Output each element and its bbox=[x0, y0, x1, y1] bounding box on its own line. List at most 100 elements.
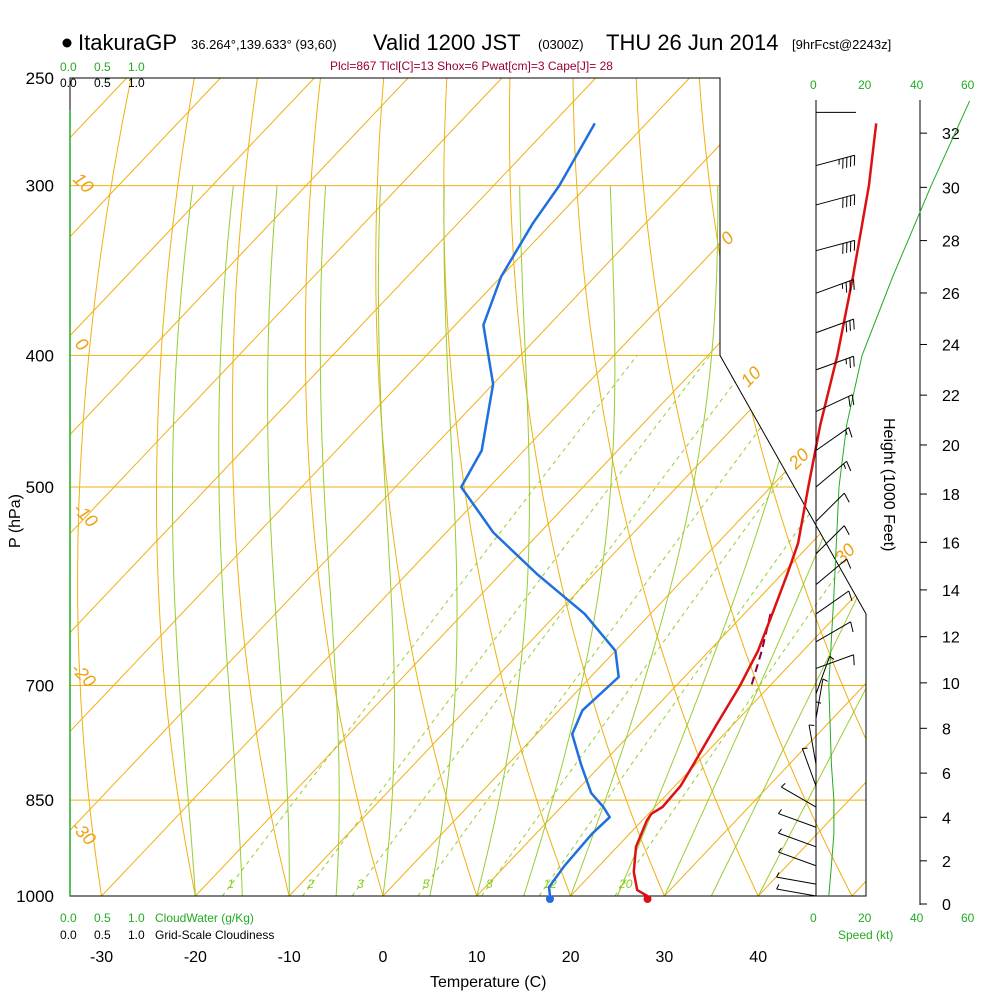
cloudwater-label: CloudWater (g/Kg) bbox=[155, 911, 254, 925]
wind-barb bbox=[778, 848, 816, 866]
mixing-ratio-line bbox=[482, 355, 872, 896]
temperature-tick-label: -20 bbox=[184, 949, 207, 966]
moist-adiabat bbox=[664, 186, 948, 896]
height-tick-label: 28 bbox=[942, 234, 960, 251]
station-coords: 36.264°,139.633° (93,60) bbox=[191, 37, 337, 52]
speed-label: Speed (kt) bbox=[838, 928, 893, 942]
height-tick-label: 10 bbox=[942, 676, 960, 693]
height-tick-label: 0 bbox=[942, 897, 951, 914]
barb-flag bbox=[850, 358, 851, 368]
pressure-tick-label: 400 bbox=[26, 346, 54, 365]
moist-adiabat bbox=[320, 186, 339, 896]
wind-barb bbox=[816, 679, 828, 718]
height-tick-label: 18 bbox=[942, 487, 960, 504]
right-temperature-label: 10 bbox=[737, 363, 765, 391]
mixing-ratio-label: 1 bbox=[227, 877, 234, 891]
mixing-ratio-label: 20 bbox=[618, 877, 633, 891]
speed-tick-bottom-2: 40 bbox=[910, 911, 924, 925]
wind-barb bbox=[816, 240, 855, 254]
barb-staff bbox=[816, 319, 854, 333]
barb-staff bbox=[816, 656, 830, 694]
barb-staff bbox=[781, 787, 816, 807]
wind-barb bbox=[778, 829, 816, 847]
cloudiness-tick-bottom-0: 0.0 bbox=[60, 928, 77, 942]
barb-flag bbox=[846, 282, 847, 292]
pressure-tick-label: 850 bbox=[26, 791, 54, 810]
height-tick-label: 6 bbox=[942, 766, 951, 783]
barb-staff bbox=[777, 877, 816, 884]
cloudwater-tick-top-1: 0.5 bbox=[94, 60, 111, 74]
barb-staff bbox=[777, 889, 816, 896]
dewpoint-profile bbox=[461, 123, 619, 896]
moist-adiabat bbox=[758, 186, 1000, 896]
temperature-tick-label: -10 bbox=[278, 949, 301, 966]
forecast-info: [9hrFcst@2243z] bbox=[792, 37, 891, 52]
wind-barb bbox=[816, 656, 834, 694]
background-lines bbox=[0, 78, 1000, 896]
moist-adiabat bbox=[219, 186, 243, 896]
isotherm-label: -10 bbox=[69, 499, 102, 532]
barb-staff bbox=[816, 461, 847, 487]
barb-half-flag bbox=[778, 829, 781, 833]
barb-half-flag bbox=[778, 809, 781, 813]
mixing-ratio-label: 3 bbox=[357, 877, 364, 891]
moist-adiabat bbox=[173, 186, 196, 896]
height-tick-label: 22 bbox=[942, 388, 960, 405]
pressure-tick-label: 250 bbox=[26, 69, 54, 88]
wind-barb bbox=[777, 884, 816, 896]
y-axis-title: P (hPa) bbox=[7, 494, 24, 548]
height-tick-label: 2 bbox=[942, 854, 951, 871]
cloudwater-tick-top-2: 1.0 bbox=[128, 60, 145, 74]
surface-dewpoint-marker bbox=[546, 895, 554, 903]
height-tick-label: 14 bbox=[942, 583, 960, 600]
height-tick-label: 26 bbox=[942, 286, 960, 303]
mixing-ratio-line bbox=[222, 355, 637, 896]
temperature-tick-label: -30 bbox=[90, 949, 113, 966]
barb-flag bbox=[849, 396, 851, 406]
speed-tick-bottom-1: 20 bbox=[858, 911, 872, 925]
mixing-ratio-line bbox=[303, 355, 711, 896]
wind-barb bbox=[809, 725, 816, 764]
pressure-tick-label: 500 bbox=[26, 478, 54, 497]
barb-staff bbox=[816, 279, 854, 293]
cloudwater-tick-bottom-1: 0.5 bbox=[94, 911, 111, 925]
speed-tick-top-0: 0 bbox=[810, 78, 817, 92]
barb-flag bbox=[849, 428, 852, 438]
barb-flag bbox=[854, 356, 855, 366]
isotherm-label: -20 bbox=[67, 659, 100, 692]
dry-adiabat bbox=[826, 78, 1000, 896]
barb-flag bbox=[850, 281, 851, 291]
wind-barb bbox=[816, 319, 854, 333]
temperature-tick-label: 20 bbox=[562, 949, 580, 966]
cloudiness-label: Grid-Scale Cloudiness bbox=[155, 928, 274, 942]
barb-flag bbox=[854, 319, 855, 329]
moist-adiabat bbox=[430, 186, 457, 896]
barb-flag bbox=[846, 322, 847, 332]
moist-adiabat bbox=[618, 186, 836, 896]
barb-staff bbox=[809, 725, 816, 764]
wind-barb bbox=[816, 279, 854, 293]
height-tick-label: 20 bbox=[942, 438, 960, 455]
temperature-tick-label: 10 bbox=[468, 949, 486, 966]
height-axis-title: Height (1000 Feet) bbox=[880, 418, 897, 551]
temperature-tick-label: 30 bbox=[656, 949, 674, 966]
profiles bbox=[461, 123, 876, 903]
valid-date: THU 26 Jun 2014 bbox=[606, 30, 778, 55]
temperature-tick-label: 40 bbox=[749, 949, 767, 966]
station-dot-icon bbox=[63, 39, 72, 48]
cloudwater-tick-bottom-2: 1.0 bbox=[128, 911, 145, 925]
speed-tick-top-2: 40 bbox=[910, 78, 924, 92]
wind-barb bbox=[816, 395, 854, 412]
barb-half-flag bbox=[844, 464, 846, 469]
barb-staff bbox=[816, 493, 844, 521]
barb-staff bbox=[816, 195, 855, 205]
cloudiness-tick-top-2: 1.0 bbox=[128, 76, 145, 90]
speed-tick-bottom-3: 60 bbox=[961, 911, 975, 925]
x-axis-title: Temperature (C) bbox=[430, 974, 546, 991]
barb-flag bbox=[844, 493, 849, 502]
isotherm-label: -30 bbox=[67, 817, 100, 850]
barb-staff bbox=[778, 852, 816, 866]
barb-staff bbox=[778, 833, 816, 847]
